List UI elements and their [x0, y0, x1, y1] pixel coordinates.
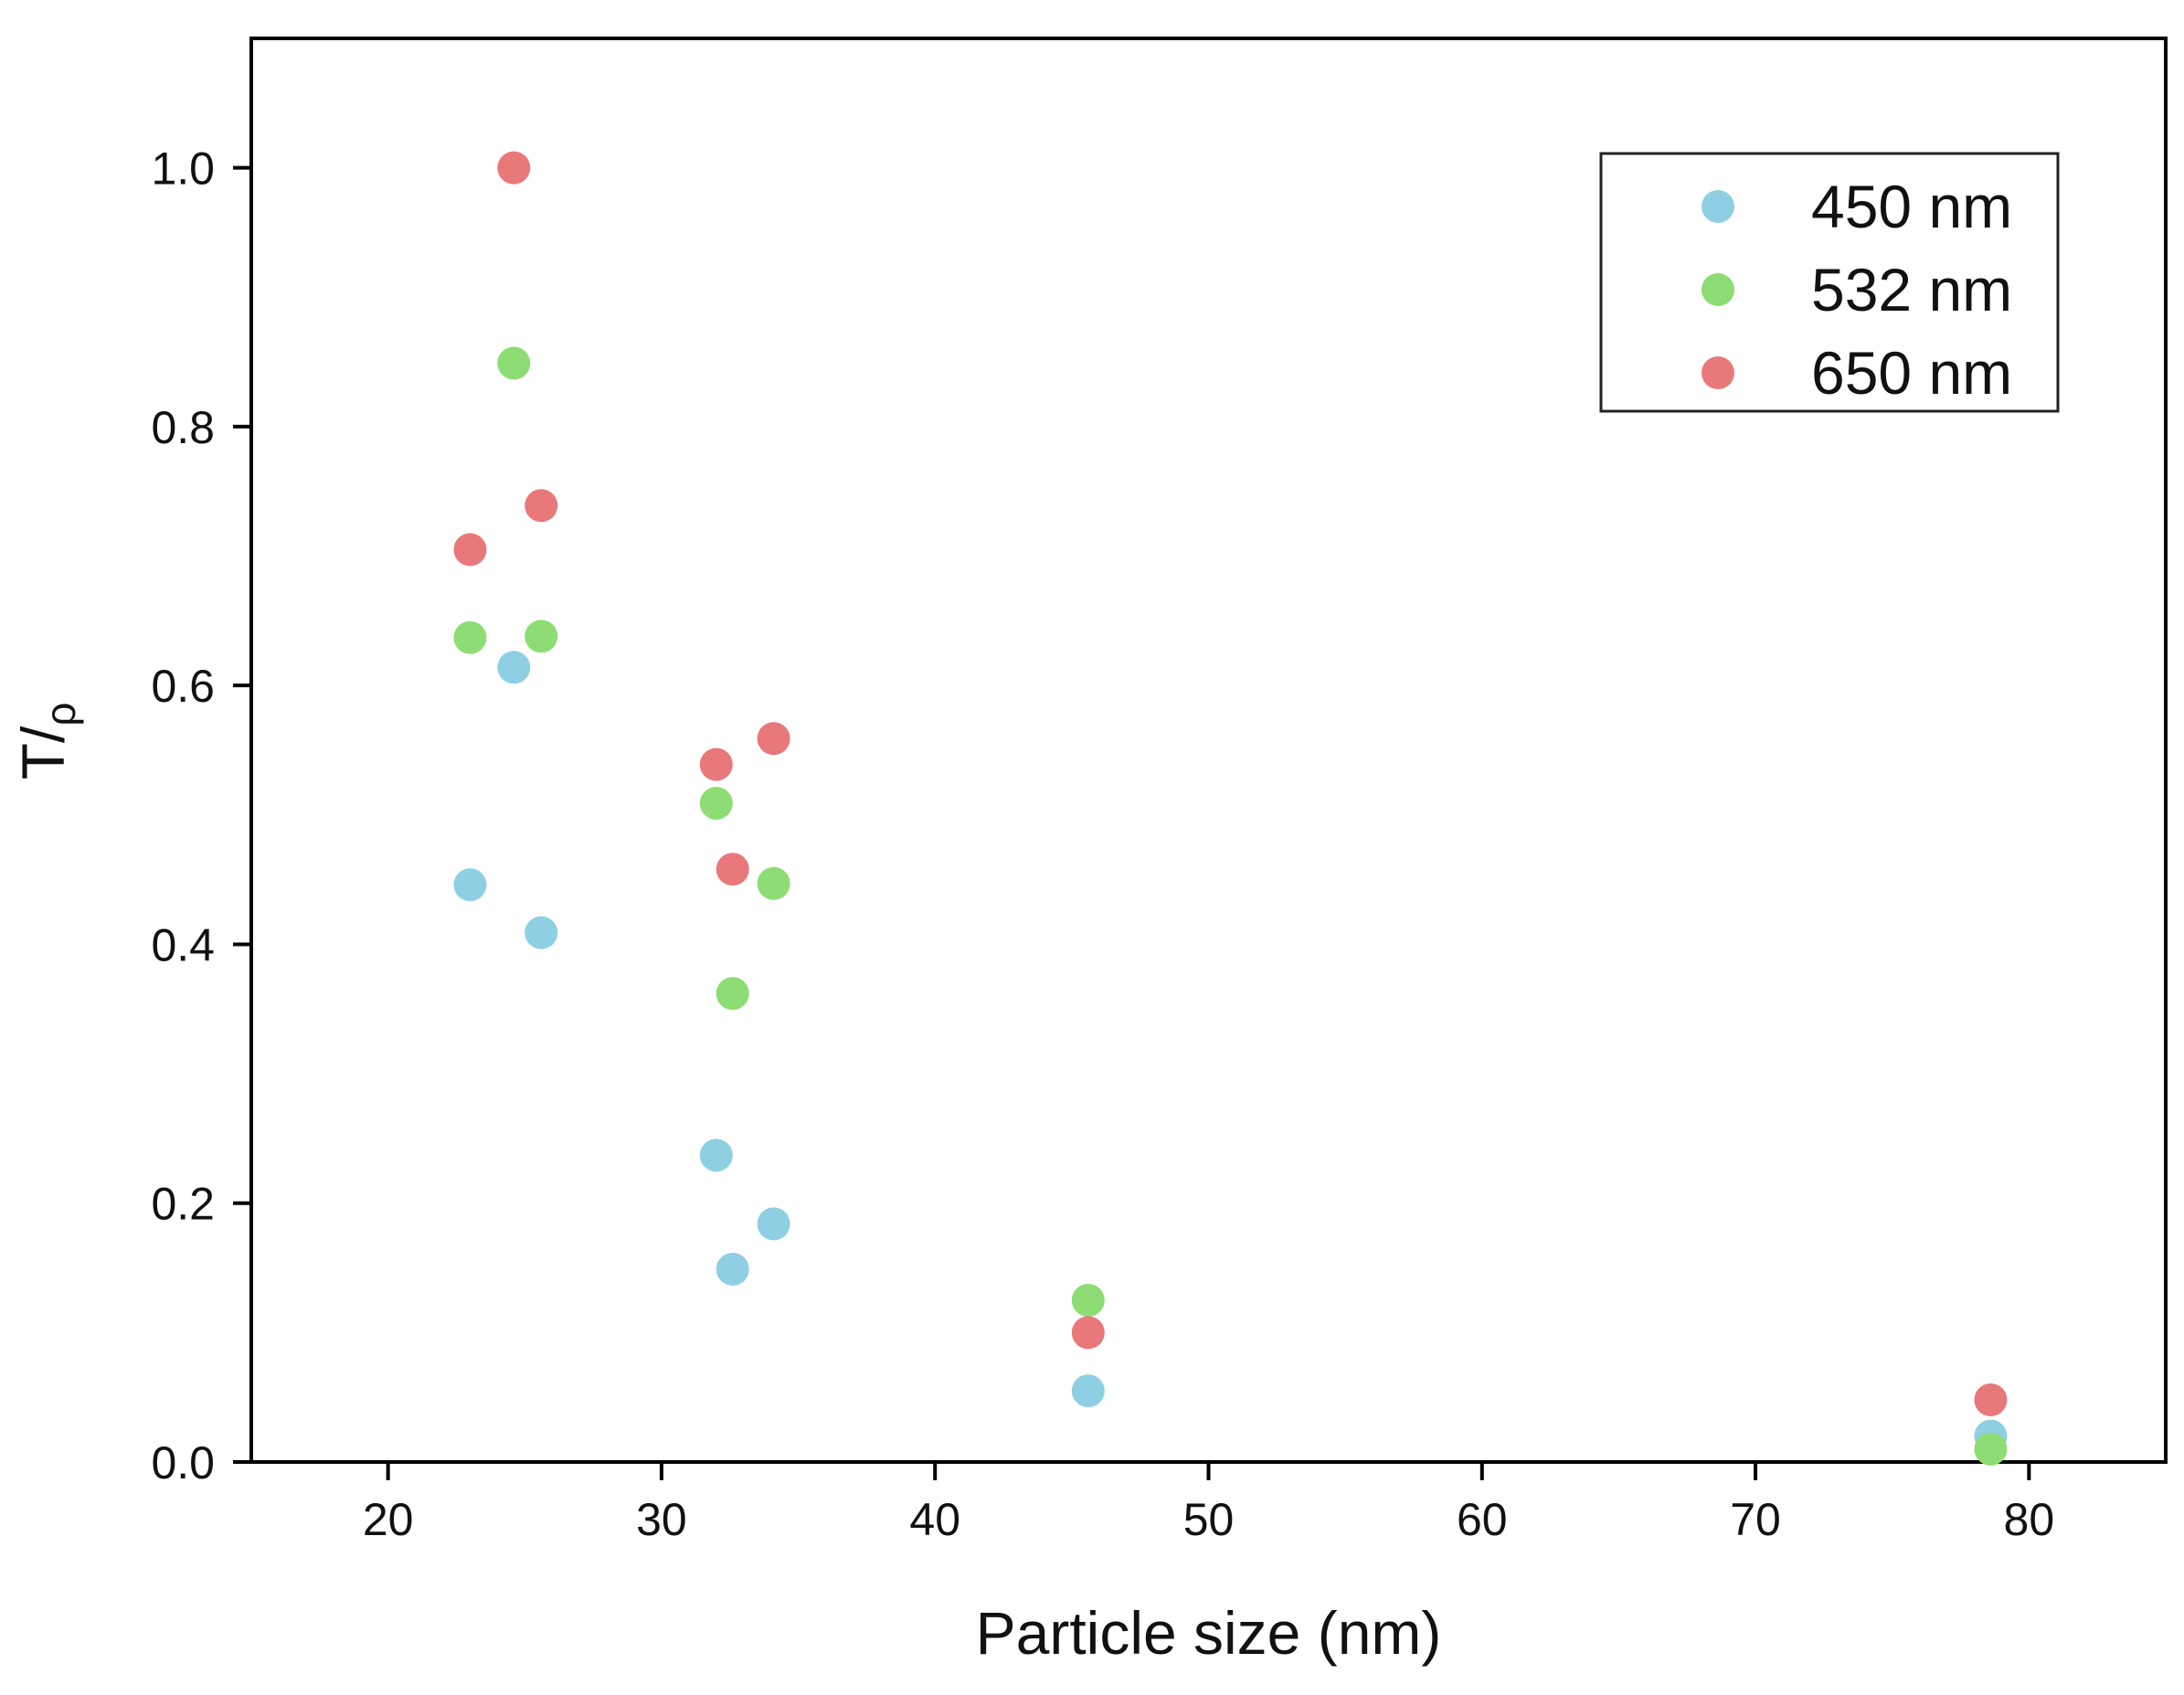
y-tick-label: 1.0 — [151, 143, 215, 195]
data-point — [1974, 1383, 2008, 1417]
x-axis-title: Particle size (nm) — [976, 1599, 1442, 1667]
data-point — [1071, 1283, 1105, 1317]
series-3 — [453, 151, 2008, 1417]
legend: 450 nm 532 nm 650 nm — [1599, 152, 2060, 413]
x-tick-label: 20 — [363, 1494, 414, 1545]
data-point — [757, 866, 790, 900]
series-2 — [453, 346, 2008, 1466]
data-point — [497, 651, 531, 684]
x-tick-label: 40 — [909, 1494, 960, 1545]
y-tick-label: 0.0 — [151, 1437, 215, 1488]
x-axis-ticks: 20 30 40 50 60 70 80 — [363, 1462, 2054, 1545]
data-point — [525, 620, 558, 653]
data-points — [453, 151, 2008, 1466]
series-1 — [453, 651, 2008, 1453]
data-point — [699, 787, 733, 821]
legend-marker — [1702, 273, 1734, 306]
legend-box — [1599, 152, 2060, 413]
data-point — [525, 489, 558, 523]
legend-marker — [1702, 356, 1734, 389]
data-point — [453, 620, 487, 654]
data-point — [757, 722, 790, 756]
x-tick-label: 80 — [2004, 1494, 2055, 1545]
x-tick-label: 30 — [636, 1494, 687, 1545]
data-point — [525, 916, 558, 949]
y-axis-title-main: T/ — [9, 726, 77, 779]
x-tick-label: 70 — [1730, 1494, 1781, 1545]
legend-label: 532 nm — [1811, 256, 2012, 323]
y-tick-label: 0.8 — [151, 402, 215, 453]
data-point — [716, 853, 749, 886]
y-tick-label: 0.2 — [151, 1179, 215, 1230]
data-point — [453, 868, 487, 902]
data-point — [497, 346, 531, 380]
y-axis-title-subscript: ρ — [37, 703, 84, 726]
data-point — [699, 1139, 733, 1172]
y-axis-ticks: 0.0 0.2 0.4 0.6 0.8 1.0 — [151, 143, 251, 1488]
x-tick-label: 60 — [1457, 1494, 1508, 1545]
data-point — [716, 1252, 749, 1286]
legend-label: 650 nm — [1811, 339, 2012, 407]
legend-items: 450 nm 532 nm 650 nm — [1702, 173, 2012, 407]
y-tick-label: 0.4 — [151, 919, 215, 970]
data-point — [716, 977, 749, 1011]
data-point — [453, 533, 487, 567]
legend-marker — [1702, 190, 1734, 223]
data-point — [757, 1207, 790, 1241]
data-point — [1071, 1374, 1105, 1408]
y-axis-title: T/ρ — [9, 703, 84, 780]
legend-label: 450 nm — [1811, 173, 2012, 240]
x-tick-label: 50 — [1183, 1494, 1235, 1545]
data-point — [497, 151, 531, 185]
data-point — [1974, 1432, 2008, 1466]
data-point — [1071, 1316, 1105, 1350]
y-tick-label: 0.6 — [151, 661, 215, 712]
data-point — [699, 747, 733, 781]
